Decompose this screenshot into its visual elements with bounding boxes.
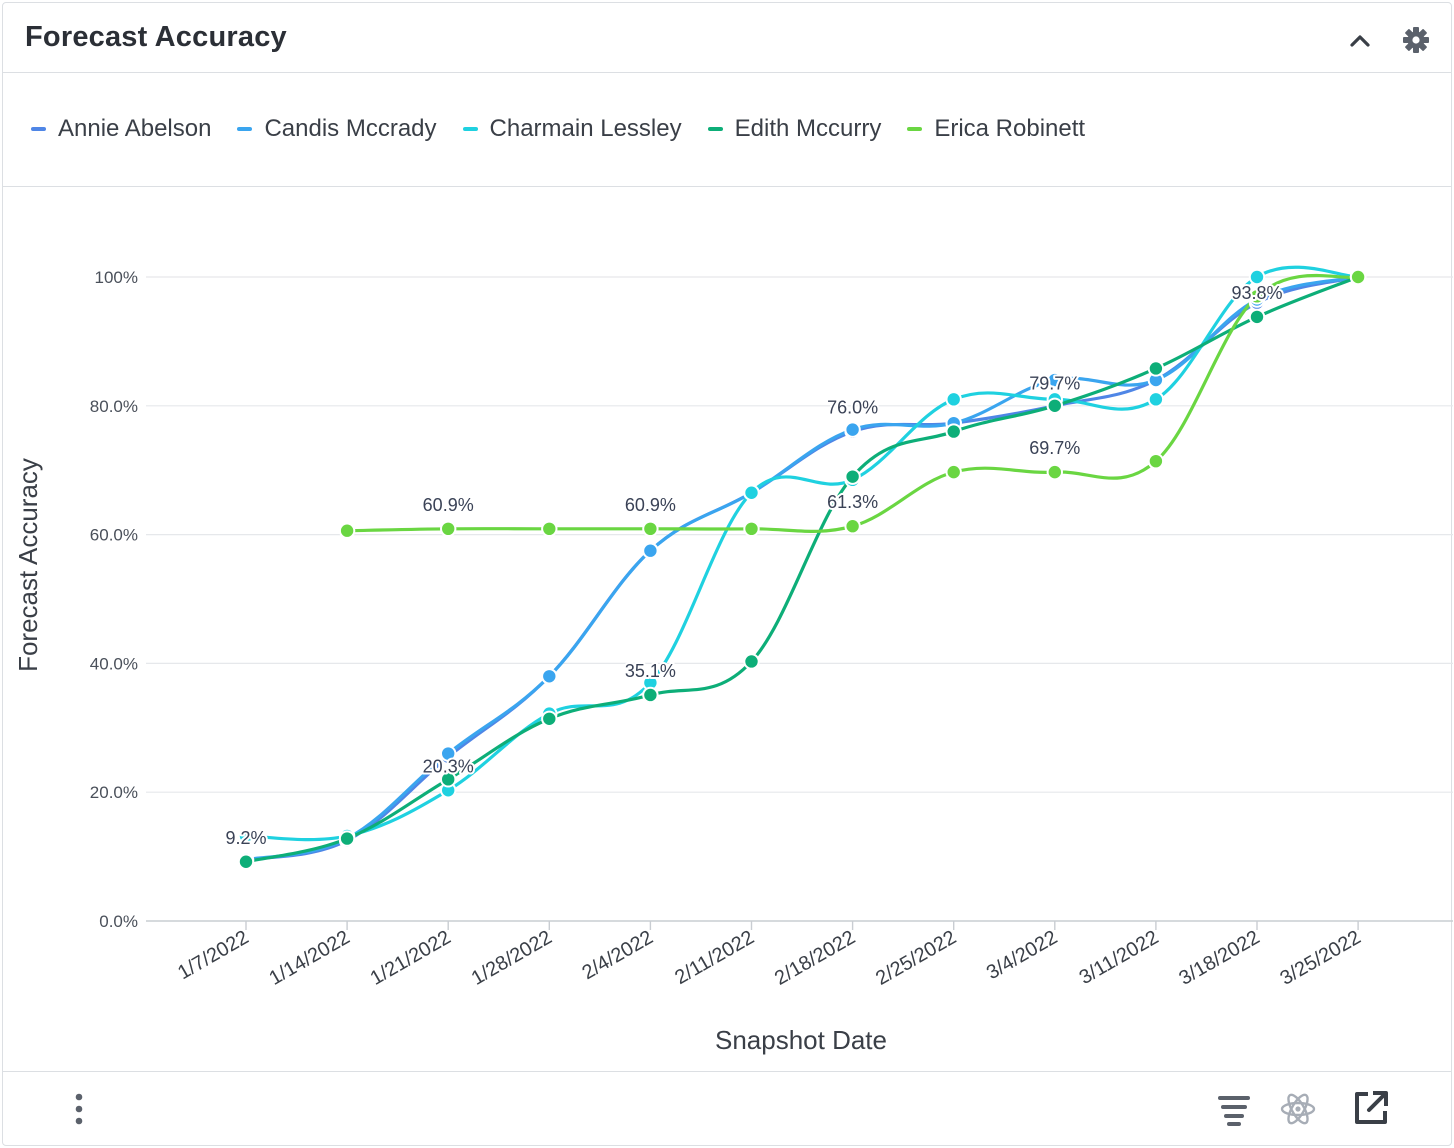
legend-swatch	[237, 127, 253, 131]
data-point	[844, 468, 861, 485]
data-point	[945, 423, 962, 440]
x-tick-label: 2/11/2022	[671, 926, 758, 989]
widget-footer	[3, 1071, 1451, 1145]
data-point	[945, 391, 962, 408]
x-tick-label: 3/18/2022	[1175, 926, 1263, 990]
x-tick-label: 3/4/2022	[983, 926, 1061, 984]
legend-swatch	[31, 127, 46, 131]
data-point	[1046, 397, 1064, 415]
data-point	[642, 686, 659, 704]
legend-label: Annie Abelson	[58, 115, 212, 142]
legend-item-edith-mccurry[interactable]: Edith Mccurry	[707, 115, 882, 143]
data-point	[440, 745, 457, 762]
data-point	[1147, 452, 1165, 470]
data-label: 60.9%	[423, 495, 474, 515]
x-tick-label: 3/25/2022	[1277, 926, 1365, 990]
x-tick-label: 3/11/2022	[1076, 926, 1163, 989]
data-point	[642, 520, 659, 538]
legend-bar: Annie Abelson Candis Mccrady Charmain Le…	[3, 73, 1451, 187]
data-point	[1349, 268, 1367, 286]
data-point	[237, 827, 255, 845]
widget-title: Forecast Accuracy	[25, 21, 287, 53]
data-point	[541, 520, 558, 538]
x-tick-label: 2/18/2022	[771, 926, 859, 990]
data-label: 69.7%	[1029, 438, 1080, 458]
legend-item-annie-abelson[interactable]: Annie Abelson	[31, 115, 211, 143]
legend-swatch	[462, 127, 478, 131]
legend-item-candis-mccrady[interactable]: Candis Mccrady	[237, 115, 437, 143]
data-label: 76.0%	[827, 398, 878, 418]
data-point	[237, 853, 255, 870]
x-tick-label: 1/14/2022	[266, 926, 354, 990]
series-line-5	[345, 273, 1360, 533]
y-tick-label: 80.0%	[90, 397, 138, 416]
data-point	[1248, 268, 1266, 286]
data-point	[1046, 463, 1064, 481]
series-line-2	[244, 275, 1360, 862]
y-tick-label: 60.0%	[90, 526, 138, 545]
data-label: 35.1%	[625, 661, 676, 681]
data-label: 61.3%	[827, 492, 878, 512]
data-point	[844, 421, 861, 438]
gear-icon[interactable]	[1399, 23, 1433, 57]
widget-header: Forecast Accuracy	[3, 3, 1451, 73]
data-point	[743, 653, 760, 670]
data-label: 9.2%	[225, 828, 266, 848]
x-tick-label: 1/28/2022	[468, 926, 556, 990]
line-chart: 0.0% 20.0% 40.0% 60.0% 80.0% 100% 1/7/2022 1/14…	[13, 265, 1453, 1055]
legend-swatch	[907, 127, 923, 131]
data-point	[1147, 391, 1165, 408]
data-point	[440, 771, 457, 788]
data-label: 60.9%	[625, 495, 676, 515]
chart-legend: Annie Abelson Candis Mccrady Charmain Le…	[31, 115, 1111, 143]
data-point	[1046, 371, 1064, 389]
data-point	[1147, 360, 1165, 377]
data-label: 93.8%	[1231, 283, 1282, 303]
data-point	[1248, 288, 1266, 305]
legend-label: Candis Mccrady	[264, 115, 437, 142]
legend-swatch	[707, 127, 723, 131]
data-point	[642, 542, 659, 559]
atom-icon[interactable]	[1277, 1088, 1319, 1130]
data-point	[945, 463, 962, 481]
y-tick-label: 0.0%	[99, 912, 138, 931]
data-point	[338, 522, 356, 539]
chart-area: 0.0% 20.0% 40.0% 60.0% 80.0% 100% 1/7/2022 1/14…	[3, 187, 1453, 1073]
x-axis-title: Snapshot Date	[715, 1025, 887, 1055]
legend-label: Erica Robinett	[934, 115, 1086, 142]
kebab-menu-icon[interactable]	[67, 1090, 91, 1128]
data-point	[338, 830, 356, 847]
x-tick-label: 2/4/2022	[578, 926, 656, 984]
legend-item-charmain-lessley[interactable]: Charmain Lessley	[462, 115, 682, 143]
legend-label: Charmain Lessley	[489, 115, 682, 142]
x-tick-label: 1/21/2022	[367, 926, 455, 990]
data-point	[440, 520, 457, 538]
data-point	[1248, 308, 1266, 326]
data-point	[541, 668, 558, 685]
x-tick-label: 2/25/2022	[872, 926, 960, 990]
legend-item-erica-robinett[interactable]: Erica Robinett	[907, 115, 1085, 143]
open-external-icon[interactable]	[1351, 1088, 1391, 1128]
data-label: 79.7%	[1029, 374, 1080, 394]
filter-lines-icon[interactable]	[1215, 1090, 1255, 1128]
legend-label: Edith Mccurry	[734, 115, 882, 142]
y-axis-title: Forecast Accuracy	[13, 458, 43, 672]
y-tick-label: 100%	[95, 268, 138, 287]
data-point	[743, 484, 760, 501]
y-tick-label: 40.0%	[90, 654, 138, 673]
x-tick-label: 1/7/2022	[174, 926, 252, 984]
data-label: 20.3%	[423, 756, 474, 776]
y-tick-label: 20.0%	[90, 783, 138, 802]
data-point	[743, 520, 760, 538]
series-line-4	[244, 275, 1360, 864]
data-point	[541, 710, 558, 727]
chevron-up-icon[interactable]	[1343, 23, 1377, 57]
data-point	[844, 518, 861, 535]
